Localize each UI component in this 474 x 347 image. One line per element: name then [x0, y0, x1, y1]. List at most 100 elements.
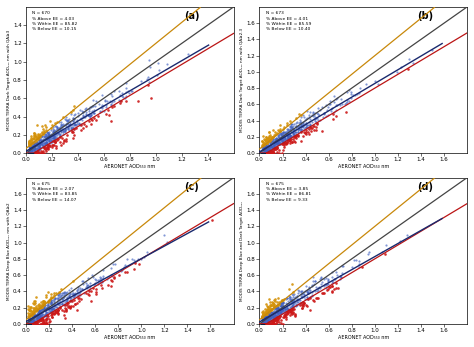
Point [267, 303, 275, 308]
Point [37, 137, 45, 142]
Point [269, 128, 277, 133]
Point [266, 137, 273, 143]
Point [42, 316, 50, 322]
Point [45, 302, 52, 308]
Point [84, 112, 92, 118]
Point [44, 130, 52, 136]
Point [268, 321, 275, 326]
Point [43, 315, 51, 321]
Point [29, 147, 37, 153]
Point [270, 311, 277, 317]
Point [306, 295, 313, 301]
Point [33, 150, 41, 156]
Point [28, 140, 36, 146]
Point [263, 150, 271, 156]
Point [304, 296, 312, 302]
Point [261, 309, 269, 314]
Point [51, 130, 59, 136]
Point [298, 124, 306, 129]
Point [36, 307, 43, 313]
Point [107, 283, 114, 289]
Point [270, 144, 278, 149]
Point [90, 107, 98, 113]
Point [268, 144, 275, 149]
Point [265, 133, 273, 139]
Point [119, 94, 127, 100]
Text: N = 673
% Above EE = 4.01
% Within EE = 85.59
% Below EE = 10.40: N = 673 % Above EE = 4.01 % Within EE = … [266, 11, 311, 31]
Point [281, 310, 289, 315]
Point [46, 130, 53, 135]
Point [290, 300, 298, 305]
Point [271, 139, 279, 145]
Point [264, 137, 272, 143]
Point [322, 282, 330, 288]
Point [37, 313, 45, 318]
Point [301, 122, 308, 128]
Point [61, 138, 68, 144]
Point [40, 145, 48, 151]
Point [38, 144, 46, 150]
Point [271, 321, 278, 326]
Point [266, 310, 273, 315]
Point [34, 313, 42, 318]
Point [68, 126, 76, 132]
Point [26, 148, 34, 153]
Point [49, 132, 57, 137]
Point [46, 297, 53, 303]
Point [83, 283, 91, 289]
Point [62, 305, 69, 311]
Point [51, 303, 58, 309]
Point [312, 124, 319, 129]
Point [36, 146, 44, 152]
Point [270, 134, 277, 140]
Point [283, 139, 291, 145]
Point [260, 150, 268, 155]
Point [51, 303, 59, 309]
Point [32, 314, 39, 319]
Point [45, 301, 52, 306]
Point [269, 305, 276, 311]
Point [283, 136, 291, 141]
Point [299, 303, 307, 308]
Point [27, 150, 34, 156]
Point [262, 142, 269, 147]
Point [332, 280, 339, 286]
Point [48, 142, 55, 148]
Point [40, 298, 48, 304]
Point [258, 138, 266, 144]
Point [288, 302, 295, 307]
Point [304, 122, 312, 127]
Point [34, 312, 42, 318]
Point [274, 302, 282, 308]
Point [61, 290, 69, 295]
Point [26, 150, 34, 155]
Point [62, 126, 70, 132]
Point [39, 301, 47, 306]
Point [108, 100, 116, 105]
Point [260, 321, 267, 327]
Point [262, 144, 270, 150]
Point [286, 132, 293, 137]
Point [273, 135, 280, 140]
Text: (a): (a) [184, 11, 199, 21]
Point [29, 308, 36, 314]
Point [279, 139, 287, 145]
Point [273, 315, 281, 321]
Point [300, 119, 307, 125]
Point [300, 115, 308, 120]
Point [288, 139, 296, 145]
Point [71, 126, 78, 132]
Point [35, 136, 42, 142]
Point [40, 298, 47, 304]
Point [260, 319, 268, 324]
Point [259, 321, 267, 327]
Point [34, 135, 42, 141]
Point [28, 316, 36, 322]
Point [47, 306, 55, 312]
Point [67, 297, 75, 303]
Point [279, 129, 287, 134]
Point [292, 296, 299, 301]
Point [50, 130, 57, 136]
Point [276, 140, 284, 146]
Point [67, 285, 74, 290]
